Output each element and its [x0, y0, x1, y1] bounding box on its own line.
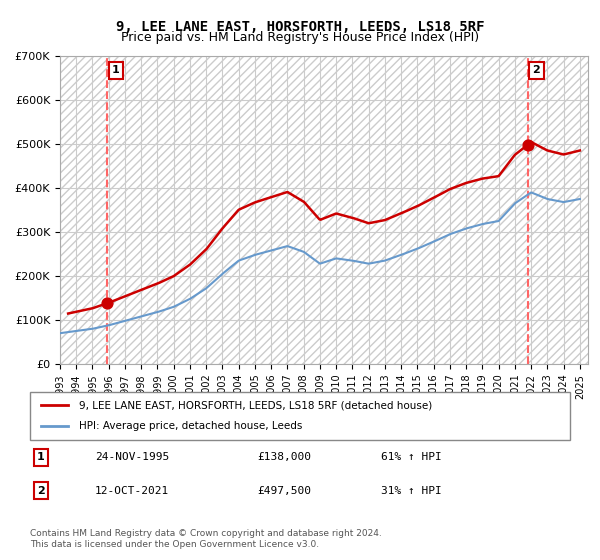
Text: 2: 2 — [37, 486, 44, 496]
Text: 12-OCT-2021: 12-OCT-2021 — [95, 486, 169, 496]
Point — [523, 141, 532, 150]
Text: 2: 2 — [532, 66, 540, 75]
Text: 1: 1 — [112, 66, 120, 75]
Text: Price paid vs. HM Land Registry's House Price Index (HPI): Price paid vs. HM Land Registry's House … — [121, 31, 479, 44]
Point — [103, 299, 112, 308]
Text: 61% ↑ HPI: 61% ↑ HPI — [381, 452, 442, 462]
Text: Contains HM Land Registry data © Crown copyright and database right 2024.
This d: Contains HM Land Registry data © Crown c… — [30, 529, 382, 549]
Text: 9, LEE LANE EAST, HORSFORTH, LEEDS, LS18 5RF (detached house): 9, LEE LANE EAST, HORSFORTH, LEEDS, LS18… — [79, 400, 432, 410]
Text: 9, LEE LANE EAST, HORSFORTH, LEEDS, LS18 5RF: 9, LEE LANE EAST, HORSFORTH, LEEDS, LS18… — [116, 20, 484, 34]
Text: £138,000: £138,000 — [257, 452, 311, 462]
Text: 31% ↑ HPI: 31% ↑ HPI — [381, 486, 442, 496]
Text: £497,500: £497,500 — [257, 486, 311, 496]
Text: HPI: Average price, detached house, Leeds: HPI: Average price, detached house, Leed… — [79, 421, 302, 431]
Text: 24-NOV-1995: 24-NOV-1995 — [95, 452, 169, 462]
Text: 1: 1 — [37, 452, 44, 462]
FancyBboxPatch shape — [30, 392, 570, 440]
